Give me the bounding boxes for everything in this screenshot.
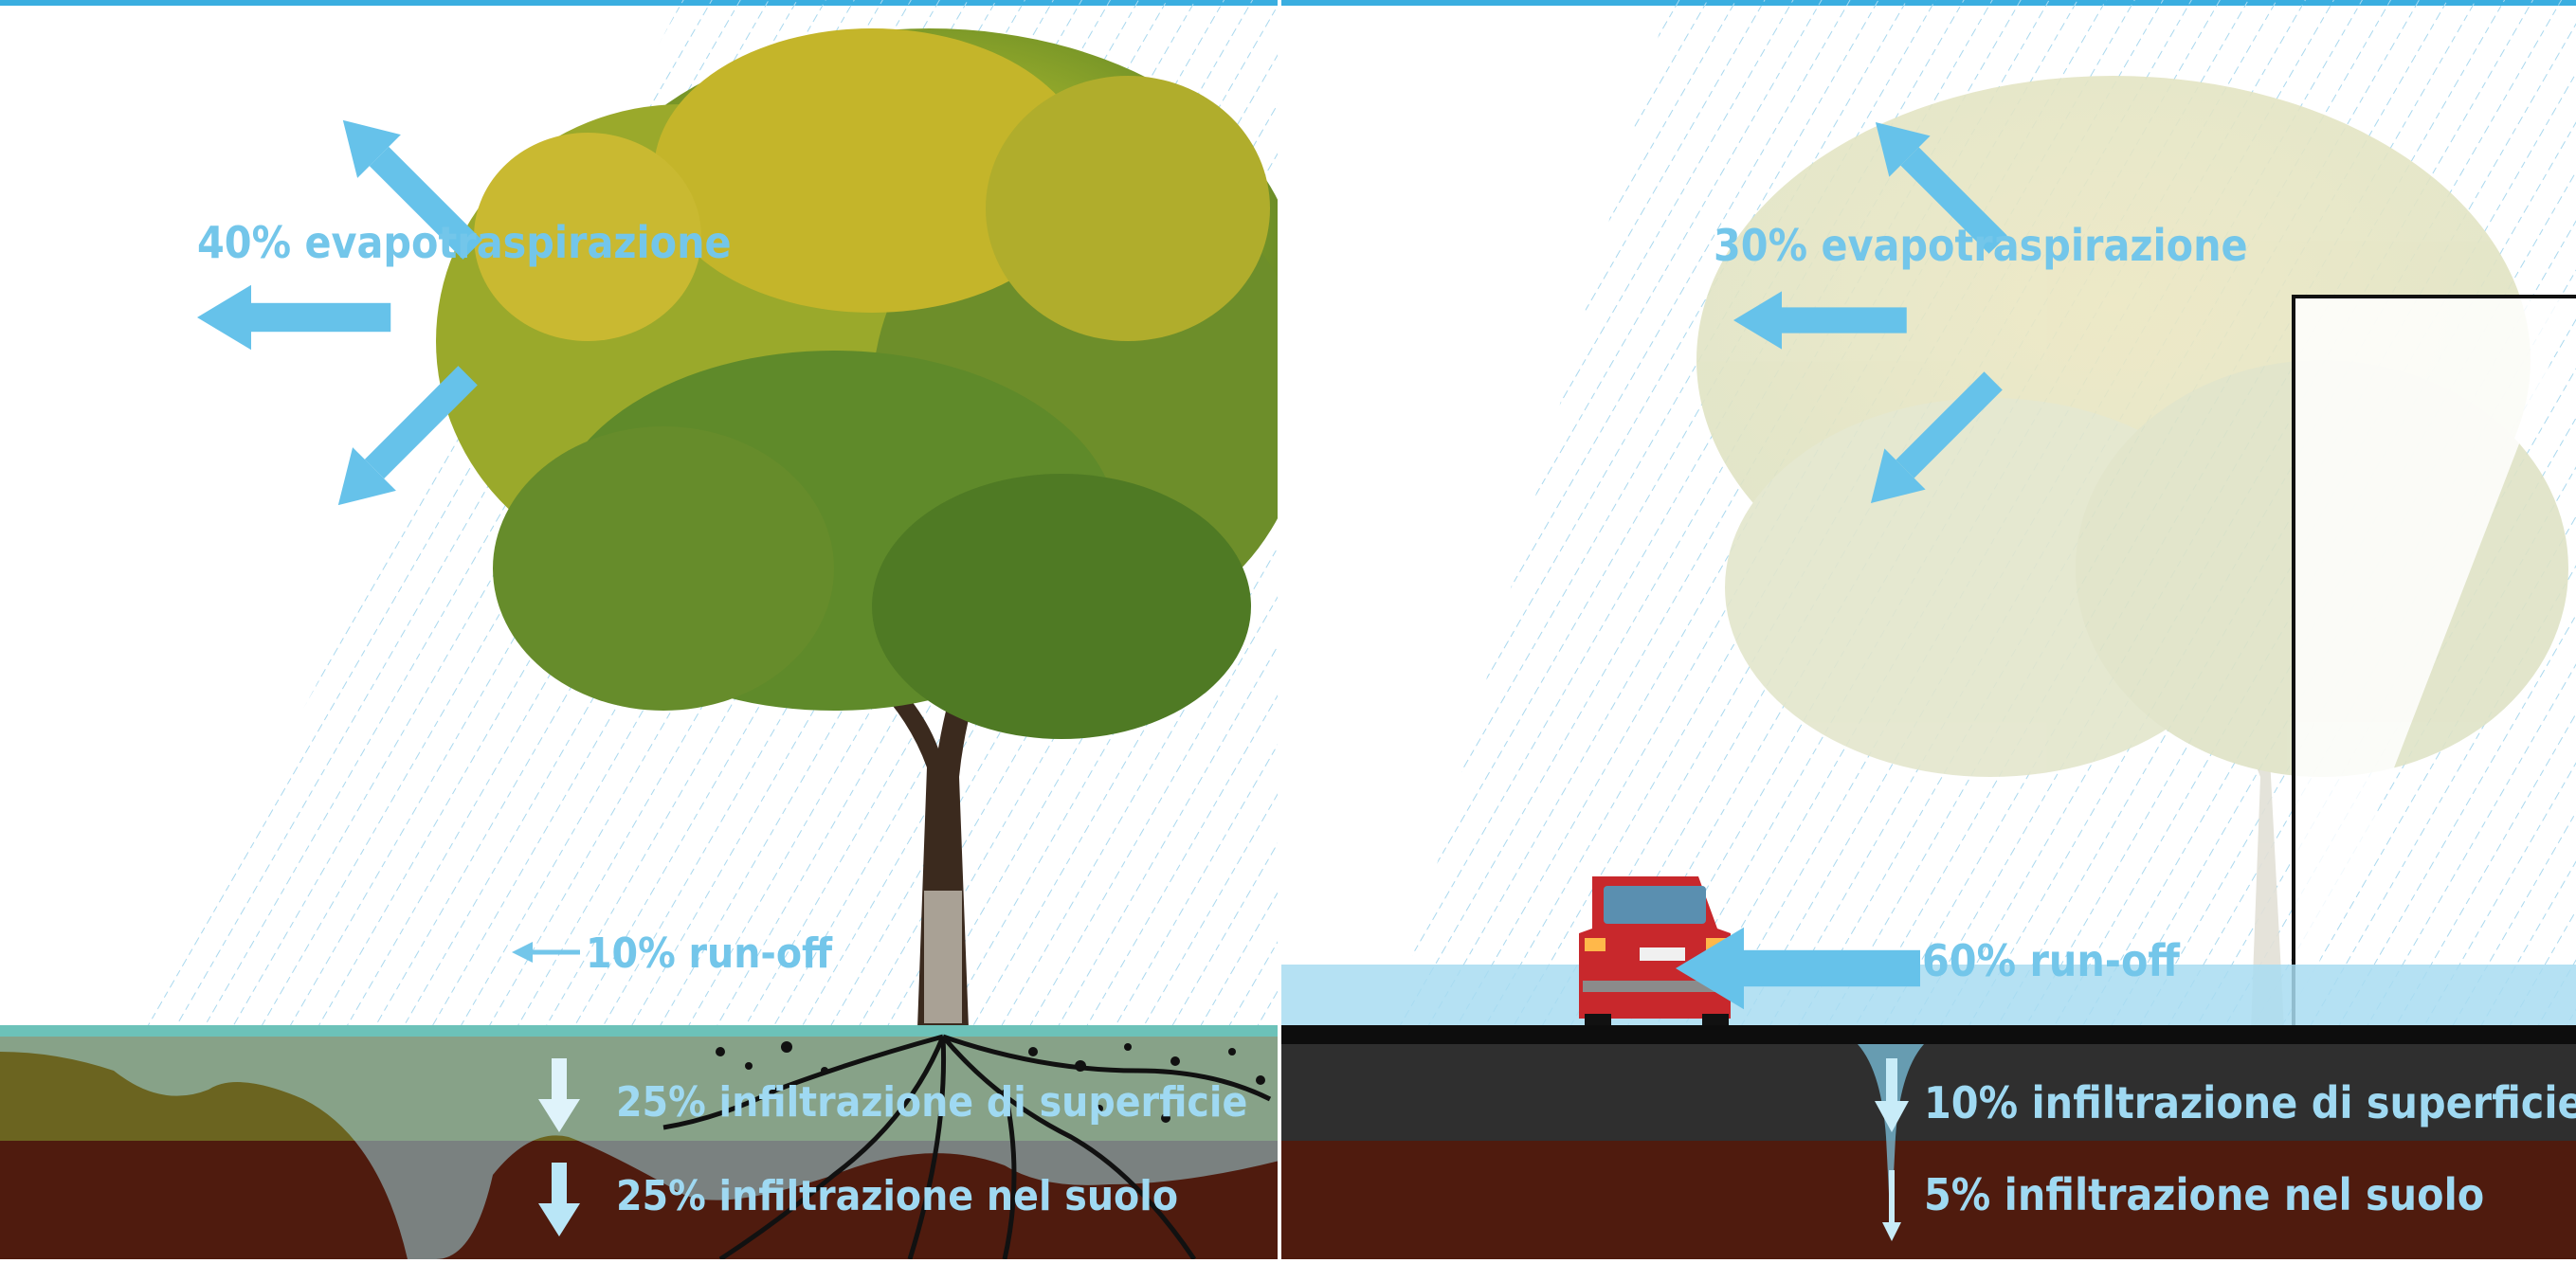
- infiltration-arrow-surface-right: [1875, 1058, 1909, 1132]
- water-surface-left: [0, 1025, 1279, 1037]
- surface-infiltration-label-left: 25% infiltrazione di superficie: [616, 1078, 1247, 1127]
- right-panel-urban: 30% evapotraspirazione 60% run-off 10% i…: [1281, 0, 2576, 1259]
- left-panel-natural: 40% evapotraspirazione 10% run-off 25% i…: [0, 0, 1393, 1259]
- infiltration-arrow-surface-left: [538, 1058, 580, 1132]
- evapo-label-left: 40% evapotraspirazione: [197, 217, 732, 268]
- surface-infiltration-label-right: 10% infiltrazione di superficie: [1924, 1077, 2576, 1128]
- runoff-label-right: 60% run-off: [1922, 935, 2180, 986]
- evapo-label-right: 30% evapotraspirazione: [1714, 220, 2248, 271]
- infiltration-arrow-soil-right: [1882, 1170, 1901, 1241]
- infiltration-overlay-left: [0, 1037, 1279, 1259]
- road-crack: [1858, 1044, 1924, 1232]
- root-speckles: [716, 1041, 1265, 1123]
- soil-infiltration-label-left: 25% infiltrazione nel suolo: [616, 1172, 1178, 1220]
- building-outline-right: [2292, 295, 2576, 1028]
- tree-icon: [436, 28, 1279, 1028]
- subsoil-right: [1281, 1141, 2576, 1259]
- soil-infiltration-label-right: 5% infiltrazione nel suolo: [1924, 1169, 2484, 1220]
- infiltration-arrow-soil-left: [538, 1163, 580, 1236]
- gravel-layer: [1281, 1044, 2576, 1141]
- panel-divider: [1278, 0, 1281, 1259]
- building-outline-left: [1279, 286, 1393, 1028]
- top-border: [0, 0, 2576, 6]
- car-icon: [1579, 876, 1731, 1027]
- runoff-arrow-left: [512, 942, 580, 963]
- runoff-label-left: 10% run-off: [586, 929, 833, 978]
- runoff-water-band: [1281, 965, 2576, 1025]
- root-system: [662, 1034, 1272, 1259]
- evapo-arrow-left: [197, 284, 391, 351]
